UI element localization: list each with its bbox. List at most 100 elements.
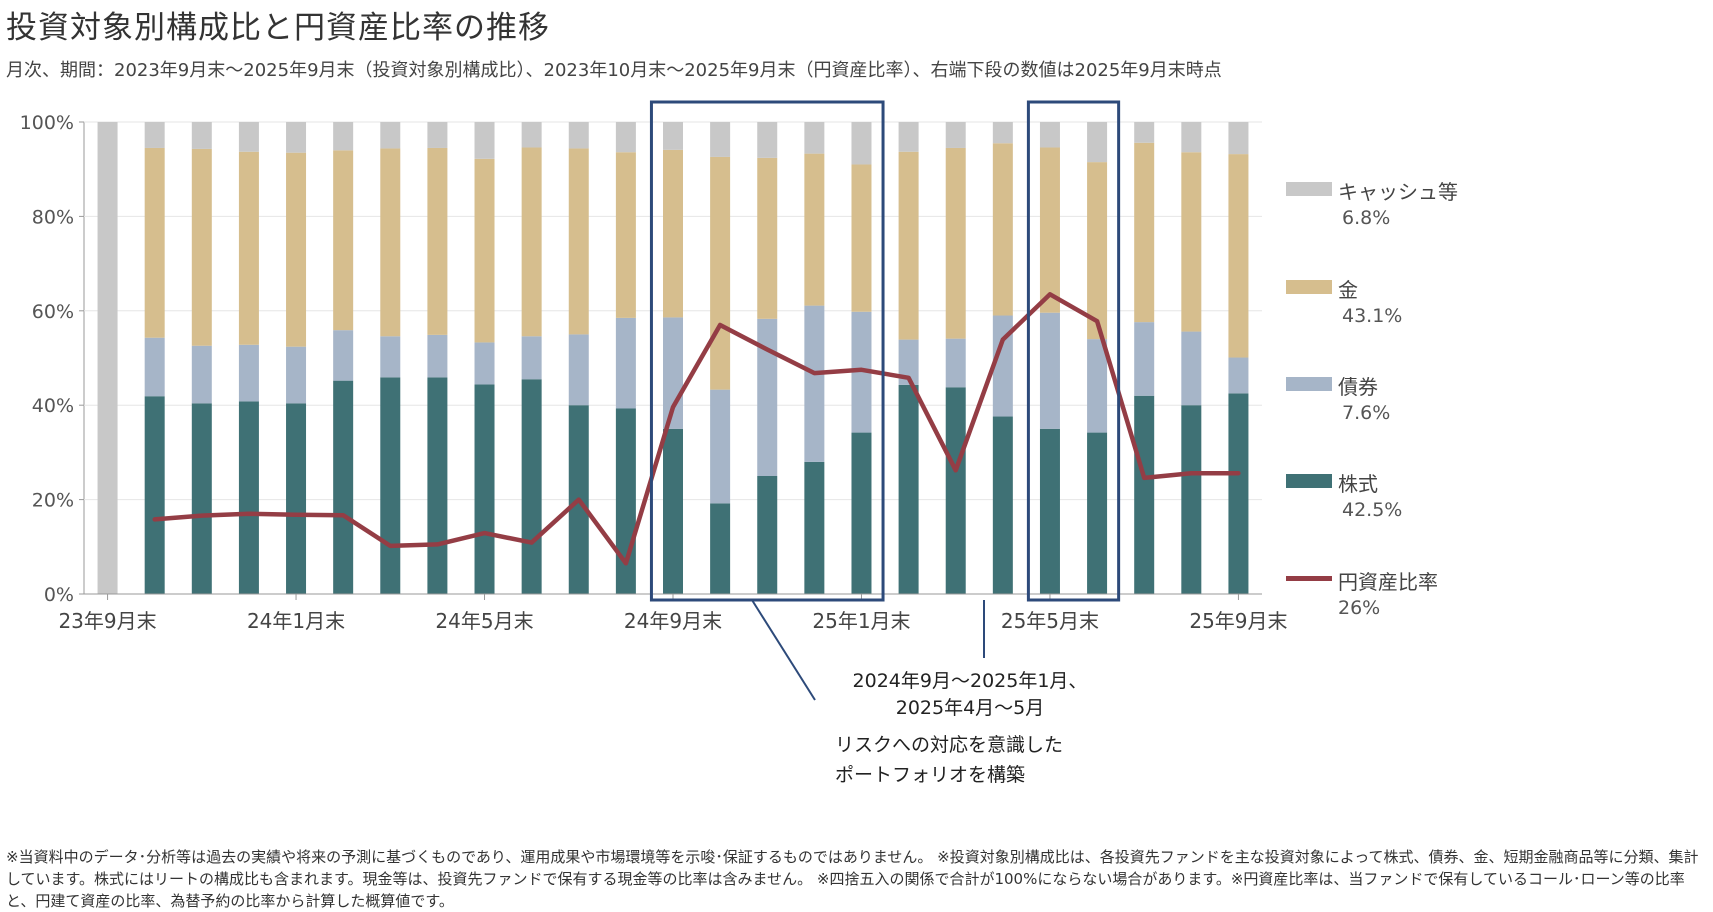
legend-label: キャッシュ等 [1338, 180, 1458, 204]
bar-2-キャッシュ等 [191, 122, 212, 149]
bar-5-債券 [333, 330, 354, 381]
bar-4-株式 [286, 403, 307, 594]
bar-20-株式 [1039, 428, 1060, 594]
y-tick-label: 80% [32, 206, 74, 228]
bar-4-債券 [286, 346, 307, 404]
legend-value: 7.6% [1342, 402, 1391, 424]
y-tick-label: 20% [32, 490, 74, 512]
bar-1-金 [144, 147, 165, 338]
bar-23-キャッシュ等 [1181, 122, 1202, 153]
bar-13-金 [710, 156, 731, 390]
bar-8-債券 [474, 342, 495, 385]
x-tick-label: 24年9月末 [624, 609, 722, 633]
bar-20-キャッシュ等 [1039, 122, 1060, 148]
bar-11-金 [615, 152, 636, 318]
bar-14-株式 [757, 476, 778, 594]
bar-11-債券 [615, 317, 636, 409]
bar-5-株式 [333, 380, 354, 594]
bar-9-金 [521, 147, 542, 337]
x-tick-label: 25年5月末 [1001, 609, 1099, 633]
bar-11-キャッシュ等 [615, 122, 636, 153]
bar-3-株式 [238, 401, 259, 594]
bar-1-債券 [144, 337, 165, 397]
bar-17-債券 [898, 339, 919, 385]
callout-period-line1: 2024年9月～2025年1月、 [852, 670, 1088, 692]
bar-4-キャッシュ等 [286, 122, 307, 153]
bar-10-債券 [568, 334, 589, 406]
bar-3-債券 [238, 344, 259, 402]
bar-9-債券 [521, 336, 542, 380]
bar-8-株式 [474, 384, 495, 594]
bar-6-キャッシュ等 [380, 122, 401, 149]
bar-2-金 [191, 148, 212, 346]
page-title: 投資対象別構成比と円資産比率の推移 [6, 10, 550, 46]
y-tick-label: 40% [32, 395, 74, 417]
legend-swatch [1286, 474, 1332, 488]
bar-23-債券 [1181, 331, 1202, 406]
bar-21-金 [1087, 162, 1108, 340]
legend-label: 債券 [1338, 375, 1378, 399]
bar-24-株式 [1228, 393, 1249, 594]
bar-18-キャッシュ等 [945, 122, 966, 148]
line-yen-asset-ratio [152, 292, 1241, 566]
bar-2-株式 [191, 403, 212, 594]
bar-19-金 [992, 143, 1013, 316]
bar-12-金 [663, 149, 683, 318]
bar-22-債券 [1134, 322, 1155, 396]
bar-19-債券 [992, 315, 1013, 417]
bar-16-株式 [851, 432, 872, 594]
legend-label: 金 [1338, 278, 1358, 302]
bar-6-金 [380, 148, 401, 337]
highlight-box-1 [649, 100, 885, 602]
callout-note: リスクへの対応を意識した ポートフォリオを構築 [835, 730, 1063, 790]
bar-8-金 [474, 158, 495, 343]
legend-value: 42.5% [1342, 499, 1403, 521]
bar-7-債券 [427, 334, 448, 378]
x-tick-label: 24年5月末 [435, 609, 533, 633]
bar-24-金 [1228, 154, 1249, 358]
x-tick-label: 25年1月末 [812, 609, 910, 633]
bar-15-債券 [804, 305, 825, 462]
bar-21-株式 [1087, 432, 1108, 594]
bar-16-金 [851, 164, 872, 312]
bar-0-キャッシュ等 [97, 122, 118, 594]
callout-period: 2024年9月～2025年1月、 2025年4月～5月 [830, 668, 1110, 722]
bar-4-金 [286, 152, 307, 347]
bar-11-株式 [615, 408, 636, 594]
bar-16-債券 [851, 311, 872, 433]
legend-swatch [1286, 576, 1332, 581]
bar-13-株式 [710, 503, 731, 594]
y-tick-label: 0% [44, 584, 74, 606]
bar-3-キャッシュ等 [238, 122, 259, 152]
bar-14-キャッシュ等 [757, 122, 778, 158]
bar-22-株式 [1134, 395, 1155, 594]
callout-note-line2: ポートフォリオを構築 [835, 764, 1026, 786]
bar-15-株式 [804, 461, 825, 594]
bar-22-キャッシュ等 [1134, 122, 1155, 143]
bar-19-株式 [992, 416, 1013, 594]
bar-7-金 [427, 147, 448, 335]
bar-2-債券 [191, 345, 212, 404]
bar-14-金 [757, 157, 778, 319]
bar-23-金 [1181, 152, 1202, 332]
x-tick-label: 23年9月末 [58, 609, 156, 633]
bar-14-債券 [757, 318, 778, 476]
bar-9-キャッシュ等 [521, 122, 542, 148]
bar-19-キャッシュ等 [992, 122, 1013, 144]
bar-10-金 [568, 148, 589, 335]
callout-connector-1 [751, 599, 816, 701]
bar-22-金 [1134, 142, 1155, 323]
bar-5-金 [333, 150, 354, 331]
highlight-box-2 [1026, 100, 1121, 602]
bar-15-キャッシュ等 [804, 122, 825, 154]
bar-24-キャッシュ等 [1228, 122, 1249, 155]
bar-18-金 [945, 147, 966, 339]
y-tick-label: 60% [32, 301, 74, 323]
bar-5-キャッシュ等 [333, 122, 354, 151]
bar-24-債券 [1228, 357, 1249, 394]
bar-3-金 [238, 151, 259, 345]
bar-10-キャッシュ等 [568, 122, 589, 149]
legend-value: 26% [1338, 597, 1381, 619]
bar-17-金 [898, 151, 919, 340]
